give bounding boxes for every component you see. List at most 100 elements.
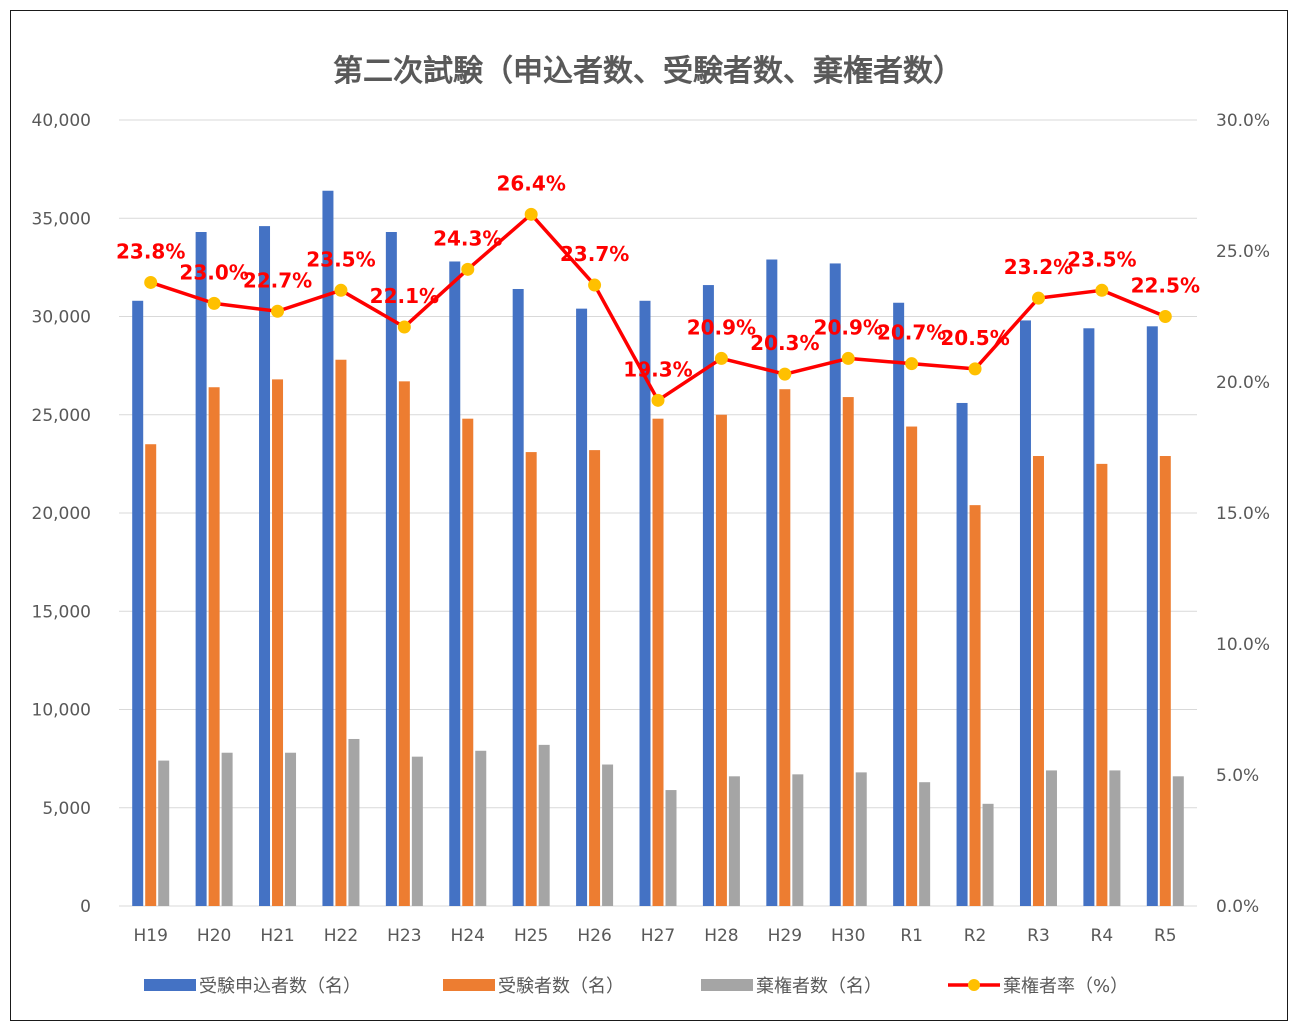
y-right-tick-label: 25.0% [1216, 242, 1270, 262]
rate-point [524, 207, 538, 221]
bar-1 [259, 226, 271, 907]
bar-2 [272, 379, 284, 906]
bar-2 [779, 389, 791, 907]
bar-3 [411, 756, 423, 906]
x-tick-label: H28 [704, 926, 738, 946]
bar-3 [1172, 776, 1184, 906]
y-left-tick-label: 5,000 [42, 799, 91, 819]
rate-point [778, 367, 792, 381]
legend-swatch [144, 979, 196, 991]
rate-point [841, 351, 855, 365]
bar-1 [1019, 320, 1031, 906]
x-tick-label: H30 [831, 926, 865, 946]
y-left-tick-label: 40,000 [32, 111, 91, 131]
rate-data-label: 20.9% [687, 315, 756, 339]
bar-2 [842, 397, 854, 906]
legend-label: 受験申込者数（名） [199, 976, 361, 997]
bar-2 [652, 418, 664, 906]
rate-point [144, 275, 158, 289]
x-tick-label: H29 [768, 926, 802, 946]
legend-label: 棄権者率（%） [1003, 976, 1128, 997]
x-tick-label: H24 [451, 926, 485, 946]
chart: 第二次試験（申込者数、受験者数、棄権者数） 0 5,000 10,000 15,000… [32, 54, 1271, 997]
bar-2 [398, 381, 410, 907]
y-right-tick-label: 0.0% [1216, 897, 1259, 917]
rate-point [588, 278, 602, 292]
x-tick-label: R3 [1027, 926, 1050, 946]
rate-point [397, 320, 411, 334]
bar-3 [665, 790, 677, 906]
y-left-tick-label: 10,000 [32, 701, 91, 721]
y-left-tick-label: 0 [80, 897, 91, 917]
bar-2 [1032, 456, 1044, 906]
y-left-tick-label: 30,000 [32, 308, 91, 328]
bar-3 [1109, 770, 1121, 906]
bar-3 [221, 752, 233, 906]
rate-point [1158, 310, 1172, 323]
x-tick-label: H21 [260, 926, 294, 946]
rate-point [207, 296, 221, 310]
rate-data-label: 20.7% [877, 321, 946, 345]
bar-2 [969, 505, 981, 906]
rate-data-label: 24.3% [433, 226, 502, 250]
x-tick-label: H23 [387, 926, 421, 946]
bar-2 [906, 426, 918, 906]
x-tick-label: R1 [900, 926, 923, 946]
x-tick-label: H26 [577, 926, 611, 946]
rate-data-label: 22.5% [1131, 274, 1200, 298]
x-tick-label: R4 [1091, 926, 1114, 946]
bar-3 [792, 774, 804, 906]
bar-3 [158, 760, 170, 906]
rate-point [651, 393, 665, 407]
y-right-tick-label: 10.0% [1216, 635, 1270, 655]
legend-swatch [701, 979, 753, 991]
bar-1 [576, 308, 588, 906]
rate-point [334, 283, 348, 297]
bar-1 [449, 261, 461, 906]
bar-2 [145, 444, 157, 906]
rate-data-label: 23.5% [306, 247, 375, 271]
x-tick-label: H22 [324, 926, 358, 946]
chart-title: 第二次試験（申込者数、受験者数、棄権者数） [333, 54, 963, 89]
legend-label: 棄権者数（名） [756, 976, 882, 997]
bar-2 [589, 450, 601, 906]
bar-1 [639, 300, 651, 906]
bar-2 [462, 418, 474, 906]
rate-point [461, 262, 475, 276]
bar-3 [348, 738, 360, 906]
bar-1 [322, 190, 334, 907]
x-tick-label: H19 [133, 926, 167, 946]
bar-1 [1146, 326, 1158, 906]
rate-data-label: 22.7% [243, 268, 312, 292]
legend-swatch [443, 979, 495, 991]
rate-data-label: 20.9% [814, 315, 883, 339]
y-right-tick-label: 30.0% [1216, 111, 1270, 131]
x-tick-label: R2 [964, 926, 987, 946]
rate-data-label: 23.0% [179, 260, 248, 284]
bar-3 [285, 752, 297, 906]
y-left-tick-label: 35,000 [32, 209, 91, 229]
y-right-tick-label: 15.0% [1216, 504, 1270, 524]
bar-1 [385, 232, 397, 906]
x-tick-label: H27 [641, 926, 675, 946]
rate-data-label: 19.3% [623, 357, 692, 381]
rate-point [1031, 291, 1045, 305]
bar-1 [956, 402, 968, 906]
x-tick-label: R5 [1154, 926, 1177, 946]
x-tick-label: H20 [197, 926, 231, 946]
bar-2 [715, 414, 727, 906]
x-tick-label: H25 [514, 926, 548, 946]
rate-point [1095, 283, 1109, 297]
bar-2 [335, 359, 347, 907]
y-left-tick-label: 20,000 [32, 504, 91, 524]
rate-point [905, 357, 919, 371]
bar-2 [1096, 463, 1108, 906]
bar-2 [525, 452, 537, 906]
bar-3 [475, 750, 487, 906]
bar-3 [855, 772, 867, 906]
bar-3 [602, 764, 614, 906]
rate-point [271, 304, 285, 318]
bar-1 [766, 259, 778, 906]
rate-data-label: 23.2% [1004, 255, 1073, 279]
bar-1 [195, 232, 207, 906]
